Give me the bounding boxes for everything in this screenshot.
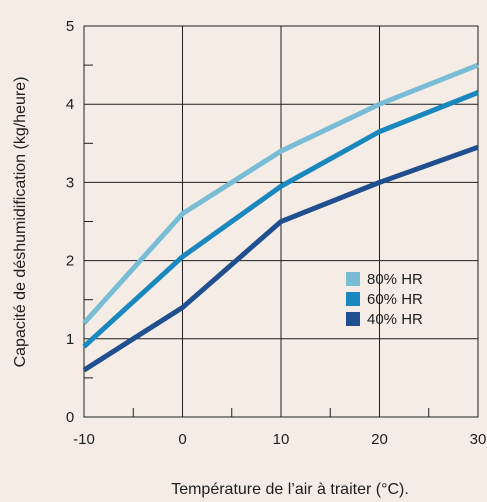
y-tick-label: 5 bbox=[66, 18, 74, 35]
tick-labels: -10 0 10 20 30 0 1 2 3 4 5 bbox=[66, 18, 487, 448]
legend-swatch bbox=[346, 272, 360, 286]
y-tick-label: 3 bbox=[66, 174, 74, 191]
y-tick-label: 0 bbox=[66, 409, 74, 426]
y-tick-label: 1 bbox=[66, 331, 74, 348]
x-tick-label: 10 bbox=[273, 431, 290, 448]
legend-swatch bbox=[346, 312, 360, 326]
series-line-80-hr bbox=[82, 62, 479, 325]
legend-label: 40% HR bbox=[367, 311, 423, 328]
grid bbox=[83, 25, 479, 418]
series-lines bbox=[82, 62, 479, 373]
y-tick-label: 2 bbox=[66, 253, 74, 270]
legend-label: 60% HR bbox=[367, 291, 423, 308]
x-tick-label: -10 bbox=[73, 431, 95, 448]
legend-label: 80% HR bbox=[367, 271, 423, 288]
plot-frame bbox=[83, 25, 479, 418]
legend-swatch bbox=[346, 292, 360, 306]
legend: 80% HR 60% HR 40% HR bbox=[346, 271, 423, 328]
x-tick-label: 20 bbox=[371, 431, 388, 448]
y-tick-label: 4 bbox=[66, 96, 74, 113]
x-axis-title: Température de l’air à traiter (°C). bbox=[171, 481, 409, 498]
x-tick-label: 0 bbox=[178, 431, 186, 448]
series-line-60-hr bbox=[82, 90, 479, 349]
series-line-40-hr bbox=[82, 144, 479, 373]
x-tick-label: 30 bbox=[470, 431, 487, 448]
y-axis-title: Capacité de déshumidification (kg/heure) bbox=[12, 77, 29, 368]
